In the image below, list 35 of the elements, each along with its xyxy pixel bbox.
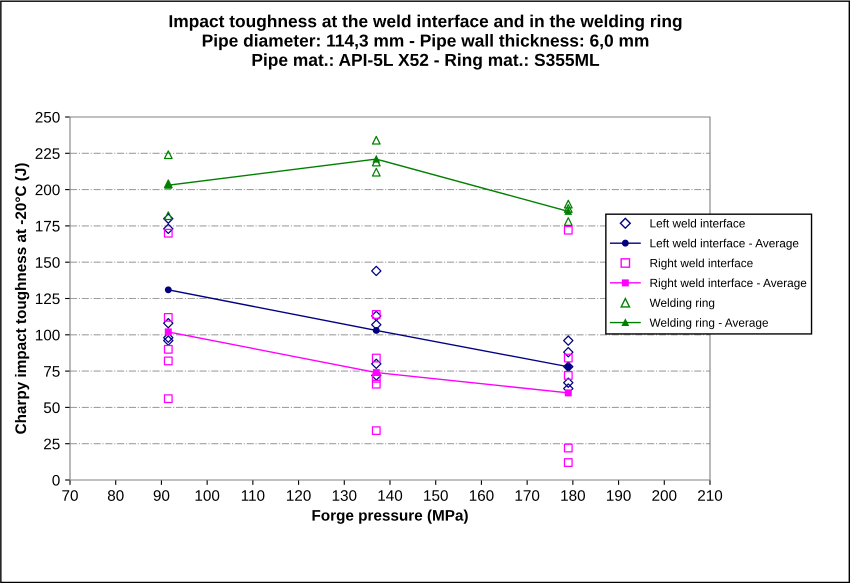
y-tick-label: 100 (36, 330, 60, 340)
x-tick-label: 140 (378, 490, 402, 501)
legend-label: Welding ring - Average (650, 318, 768, 330)
y-axis-title: Charpy impact toughness at -20°C (J) (14, 163, 30, 434)
legend-label: Left weld interface (650, 218, 745, 228)
x-tick-label: 190 (606, 490, 631, 501)
y-tick-label: 125 (36, 293, 60, 304)
x-tick-label: 80 (108, 490, 124, 501)
y-tick-label: 25 (44, 438, 60, 450)
y-tick-label: 200 (36, 184, 60, 196)
chart-title: Impact toughness at the weld interface and in the welding ring Pipe diameter: 114,3 mm - Pipe wall thickness: 6,0 mm Pipe mat.: API-5L X52 - Ring mat.: S355ML (170, 14, 682, 70)
x-tick-label: 150 (424, 490, 448, 501)
x-tick-label: 90 (154, 490, 170, 501)
legend-label: Right weld interface (650, 258, 753, 270)
legend-label: Welding ring (650, 298, 714, 310)
x-tick-label: 160 (470, 490, 494, 501)
x-tick-label: 110 (242, 490, 264, 501)
y-tick-label: 175 (36, 220, 60, 232)
x-axis-title: Forge pressure (MPa) (312, 510, 468, 524)
x-tick-label: 210 (698, 490, 722, 501)
x-tick-label: 70 (62, 490, 78, 501)
x-tick-label: 180 (561, 490, 586, 501)
x-tick-label: 130 (332, 490, 356, 501)
y-tick-label: 250 (36, 112, 60, 123)
y-tick-label: 0 (52, 474, 60, 486)
x-tick-label: 100 (196, 490, 220, 501)
y-tick-label: 75 (44, 366, 60, 377)
x-tick-label: 120 (286, 490, 311, 501)
y-tick-label: 150 (36, 257, 60, 268)
x-tick-label: 200 (652, 490, 676, 501)
x-tick-label: 170 (516, 490, 540, 501)
y-tick-label: 225 (36, 148, 60, 159)
y-tick-label: 50 (44, 402, 60, 414)
legend-label: Left weld interface - Average (650, 238, 798, 250)
legend-label: Right weld interface - Average (650, 278, 806, 290)
